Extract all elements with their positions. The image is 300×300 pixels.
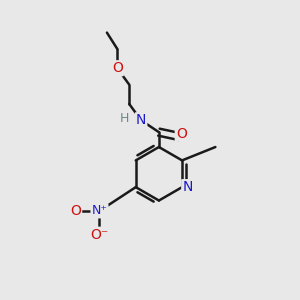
Text: O: O [176, 127, 187, 141]
Text: N: N [136, 113, 146, 127]
Text: N⁺: N⁺ [92, 204, 107, 218]
Text: N: N [182, 180, 193, 194]
Text: O: O [112, 61, 123, 75]
Text: O⁻: O⁻ [90, 228, 109, 242]
Text: O: O [70, 204, 81, 218]
Text: H: H [120, 112, 129, 125]
